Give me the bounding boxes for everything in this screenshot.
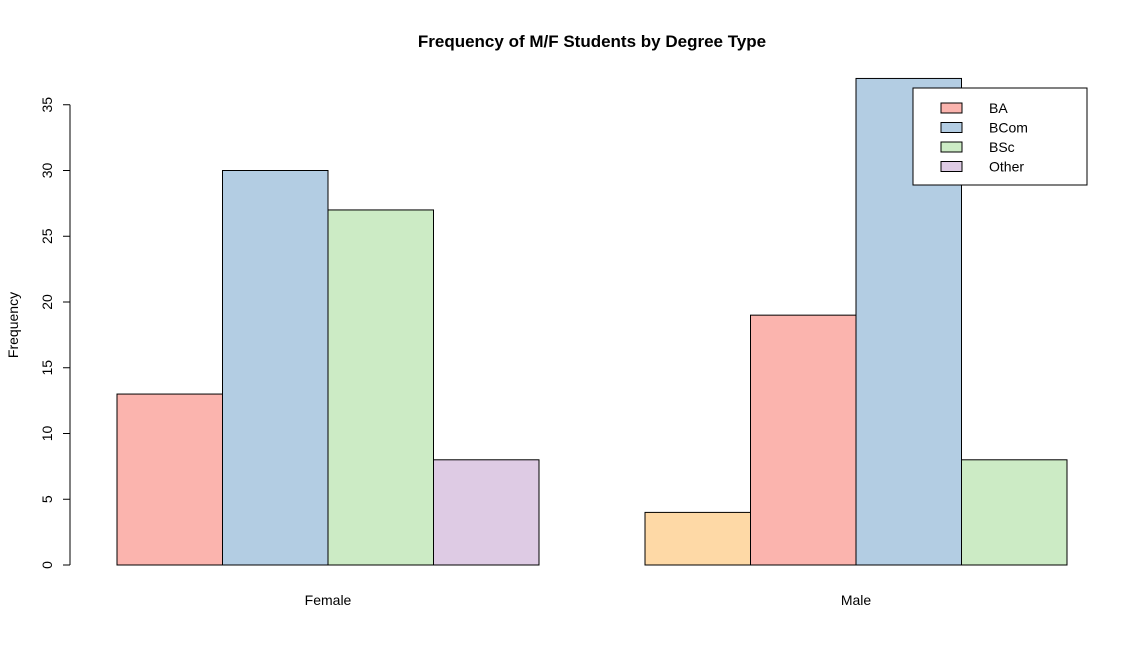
y-tick-label: 0 [39,561,55,569]
y-tick-label: 5 [39,495,55,503]
x-tick-label: Male [841,592,872,608]
y-tick-label: 30 [39,163,55,179]
legend-swatch [940,102,963,114]
legend-swatch [940,161,963,172]
legend: BA BCom BSc Other [912,87,1088,186]
y-axis: 0 5 10 15 20 25 30 35 [39,97,71,569]
bar-female-4 [433,459,540,566]
x-tick-label: Female [305,592,352,608]
legend-swatch [940,122,963,133]
legend-label: BSc [989,139,1015,155]
bar-male-1 [644,511,751,566]
bars-layer [116,77,1068,566]
y-tick-label: 20 [39,294,55,310]
y-axis-label: Frequency [5,292,21,358]
bar-female-1 [116,393,223,566]
y-tick-label: 10 [39,426,55,442]
y-tick-label: 35 [39,97,55,113]
legend-label: BA [989,100,1008,116]
bar-male-4 [961,459,1068,566]
bar-female-3 [327,209,434,566]
legend-label: BCom [989,120,1028,136]
bar-female-2 [222,170,329,566]
x-axis-labels: Female Male [305,592,872,608]
legend-swatch [940,141,963,153]
y-tick-label: 25 [39,228,55,244]
y-tick-label: 15 [39,360,55,376]
bar-male-2 [750,314,857,566]
chart-title: Frequency of M/F Students by Degree Type [418,32,766,51]
legend-label: Other [989,159,1024,175]
